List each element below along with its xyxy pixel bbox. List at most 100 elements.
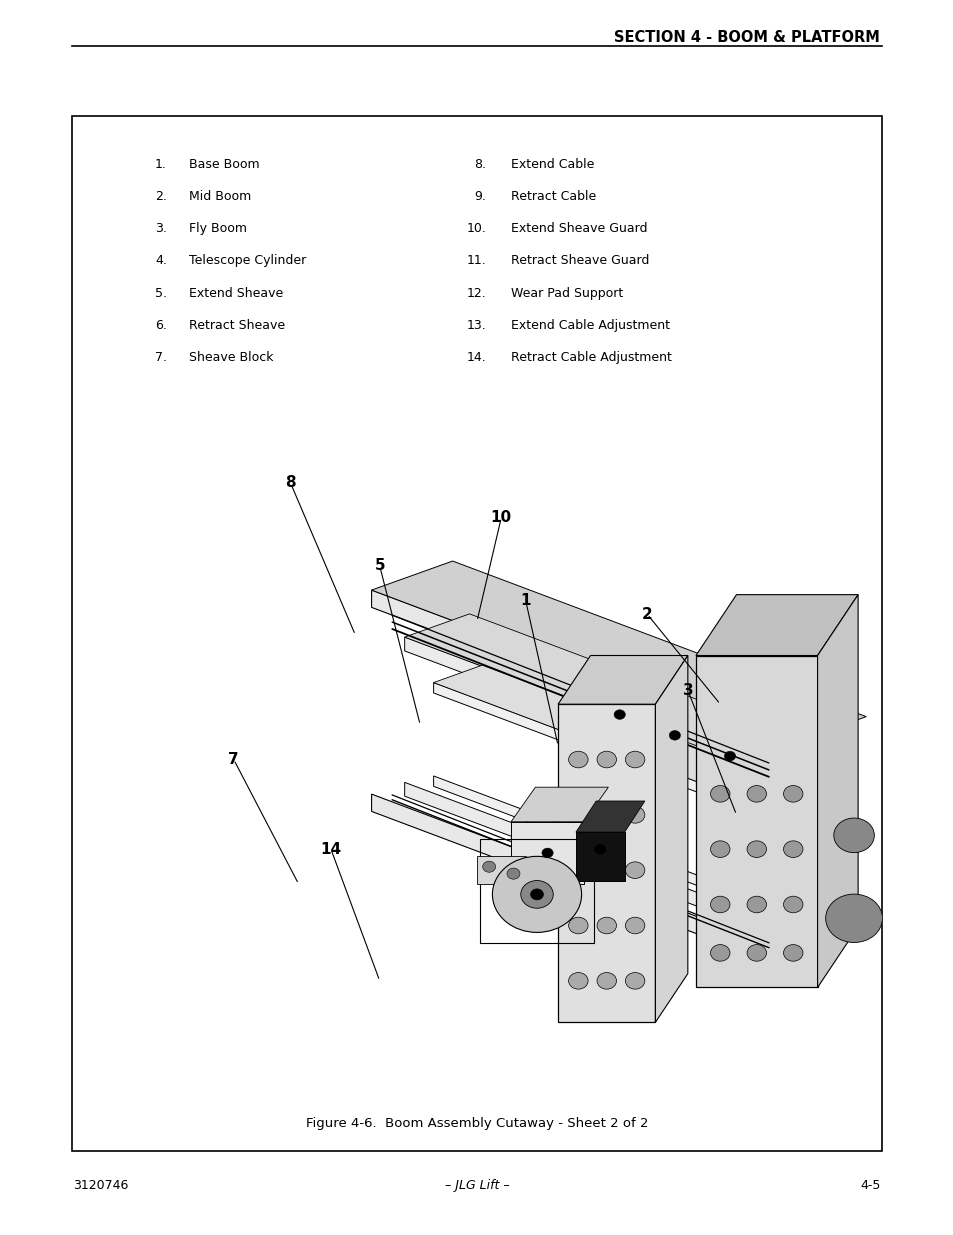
Text: 4.: 4. (155, 254, 167, 268)
Polygon shape (655, 656, 687, 1023)
Polygon shape (371, 794, 784, 967)
Polygon shape (817, 594, 857, 988)
Polygon shape (695, 594, 857, 656)
Circle shape (594, 845, 605, 855)
Text: 2: 2 (641, 606, 652, 621)
Text: 7: 7 (228, 752, 239, 767)
Circle shape (597, 972, 616, 989)
Text: Extend Sheave Guard: Extend Sheave Guard (511, 222, 647, 236)
Circle shape (782, 785, 802, 802)
Text: Extend Cable: Extend Cable (511, 158, 594, 172)
Circle shape (568, 862, 587, 878)
Text: 8.: 8. (474, 158, 486, 172)
Text: Wear Pad Support: Wear Pad Support (511, 287, 623, 300)
Polygon shape (404, 614, 849, 781)
Circle shape (625, 751, 644, 768)
Text: Retract Cable Adjustment: Retract Cable Adjustment (511, 351, 672, 364)
Circle shape (597, 751, 616, 768)
Circle shape (625, 972, 644, 989)
Polygon shape (476, 856, 525, 884)
Circle shape (782, 945, 802, 961)
Text: Mid Boom: Mid Boom (189, 190, 251, 204)
Text: 1: 1 (519, 593, 531, 608)
Text: 11.: 11. (466, 254, 486, 268)
Polygon shape (511, 787, 608, 821)
Circle shape (723, 751, 735, 761)
Polygon shape (434, 776, 784, 919)
Circle shape (492, 856, 581, 932)
Circle shape (520, 881, 553, 908)
Circle shape (597, 918, 616, 934)
Circle shape (568, 806, 587, 824)
Circle shape (541, 848, 553, 858)
Text: Retract Sheave: Retract Sheave (189, 319, 285, 332)
Circle shape (746, 841, 765, 857)
Circle shape (625, 806, 644, 824)
Circle shape (482, 861, 496, 872)
Text: Extend Sheave: Extend Sheave (189, 287, 283, 300)
Polygon shape (371, 590, 784, 763)
Text: Retract Cable: Retract Cable (511, 190, 596, 204)
Circle shape (710, 841, 729, 857)
Circle shape (625, 862, 644, 878)
Text: 9.: 9. (475, 190, 486, 204)
Circle shape (710, 945, 729, 961)
Text: Extend Cable Adjustment: Extend Cable Adjustment (511, 319, 670, 332)
Text: Retract Sheave Guard: Retract Sheave Guard (511, 254, 649, 268)
Circle shape (506, 868, 519, 879)
Circle shape (568, 972, 587, 989)
Circle shape (597, 806, 616, 824)
Circle shape (833, 818, 873, 852)
Circle shape (746, 897, 765, 913)
Text: 10.: 10. (466, 222, 486, 236)
Polygon shape (434, 683, 784, 825)
Circle shape (782, 897, 802, 913)
Text: Fly Boom: Fly Boom (189, 222, 247, 236)
Polygon shape (404, 782, 784, 940)
Circle shape (568, 918, 587, 934)
Polygon shape (576, 802, 644, 832)
Text: Sheave Block: Sheave Block (189, 351, 274, 364)
Polygon shape (371, 561, 865, 746)
Circle shape (746, 945, 765, 961)
Polygon shape (511, 821, 583, 884)
Text: 8: 8 (285, 475, 295, 490)
Text: 14: 14 (320, 842, 341, 857)
Text: 4-5: 4-5 (860, 1179, 880, 1192)
Circle shape (597, 862, 616, 878)
Text: SECTION 4 - BOOM & PLATFORM: SECTION 4 - BOOM & PLATFORM (613, 30, 879, 46)
Circle shape (746, 785, 765, 802)
Bar (71, 116, 882, 1151)
Text: 10: 10 (490, 510, 512, 525)
Text: 1.: 1. (155, 158, 167, 172)
Circle shape (824, 894, 882, 942)
Polygon shape (576, 832, 624, 881)
Circle shape (530, 889, 543, 900)
Text: Base Boom: Base Boom (189, 158, 259, 172)
Circle shape (625, 918, 644, 934)
Polygon shape (558, 656, 687, 704)
Text: 5.: 5. (154, 287, 167, 300)
Text: – JLG Lift –: – JLG Lift – (444, 1179, 509, 1192)
Text: 3.: 3. (155, 222, 167, 236)
Text: 12.: 12. (466, 287, 486, 300)
Polygon shape (695, 656, 817, 988)
Polygon shape (434, 666, 833, 815)
Text: 7.: 7. (154, 351, 167, 364)
Text: 5: 5 (374, 558, 385, 573)
Text: 3: 3 (681, 683, 693, 698)
Text: Figure 4-6.  Boom Assembly Cutaway - Sheet 2 of 2: Figure 4-6. Boom Assembly Cutaway - Shee… (305, 1118, 648, 1130)
Text: 6.: 6. (155, 319, 167, 332)
Circle shape (782, 841, 802, 857)
Text: 13.: 13. (466, 319, 486, 332)
Polygon shape (558, 704, 655, 1023)
Polygon shape (404, 637, 784, 794)
Circle shape (710, 785, 729, 802)
Circle shape (668, 730, 679, 740)
Circle shape (710, 897, 729, 913)
Text: 2.: 2. (155, 190, 167, 204)
Text: 14.: 14. (466, 351, 486, 364)
Circle shape (614, 710, 625, 720)
Text: 3120746: 3120746 (73, 1179, 129, 1192)
Text: Telescope Cylinder: Telescope Cylinder (189, 254, 306, 268)
